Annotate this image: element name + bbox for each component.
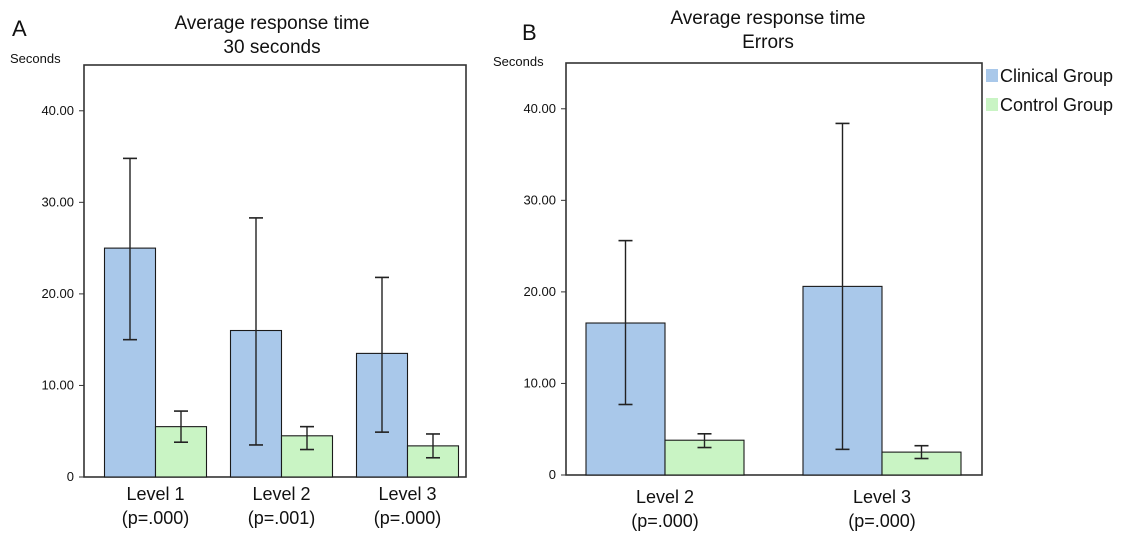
- category-label: Level 3: [378, 484, 436, 504]
- y-tick-label: 10.00: [523, 375, 556, 390]
- category-p-value: (p=.001): [248, 508, 316, 528]
- category-p-value: (p=.000): [631, 511, 699, 531]
- y-tick-label: 10.00: [41, 377, 74, 392]
- y-tick-label: 0: [67, 469, 74, 484]
- legend-label-clinical: Clinical Group: [1000, 66, 1113, 86]
- panel-b-title-line2: Errors: [742, 32, 794, 53]
- category-label: Level 2: [636, 487, 694, 507]
- legend: Clinical Group Control Group: [986, 66, 1113, 115]
- category-p-value: (p=.000): [848, 511, 916, 531]
- panel-b-letter: B: [522, 20, 537, 45]
- panel-a-plot: 0 10.00 20.00 30.00 40.00 Level 1 (p=.000) Leve…: [41, 64, 467, 528]
- panel-b-title-line1: Average response time: [670, 8, 865, 29]
- y-tick-label: 40.00: [41, 103, 74, 118]
- y-tick-label: 20.00: [41, 286, 74, 301]
- panel-a-letter: A: [12, 16, 27, 41]
- plot-frame: [565, 62, 983, 476]
- category-p-value: (p=.000): [122, 508, 190, 528]
- panel-b-ylabel: Seconds: [493, 54, 544, 69]
- legend-swatch-clinical: [986, 69, 998, 82]
- panel-a-ylabel: Seconds: [10, 51, 61, 66]
- y-tick-label: 30.00: [41, 194, 74, 209]
- panel-b-plot: 0 10.00 20.00 30.00 40.00 Level 2 (p=.000) Leve…: [523, 62, 983, 531]
- legend-label-control: Control Group: [1000, 95, 1113, 115]
- y-tick-label: 40.00: [523, 101, 556, 116]
- panel-a-title-line1: Average response time: [174, 13, 369, 34]
- panel-a-title-line2: 30 seconds: [223, 37, 320, 58]
- category-p-value: (p=.000): [374, 508, 442, 528]
- legend-swatch-control: [986, 98, 998, 111]
- y-tick-label: 0: [549, 467, 556, 482]
- y-tick-label: 20.00: [523, 284, 556, 299]
- category-label: Level 2: [252, 484, 310, 504]
- y-tick-label: 30.00: [523, 192, 556, 207]
- category-label: Level 3: [853, 487, 911, 507]
- category-label: Level 1: [126, 484, 184, 504]
